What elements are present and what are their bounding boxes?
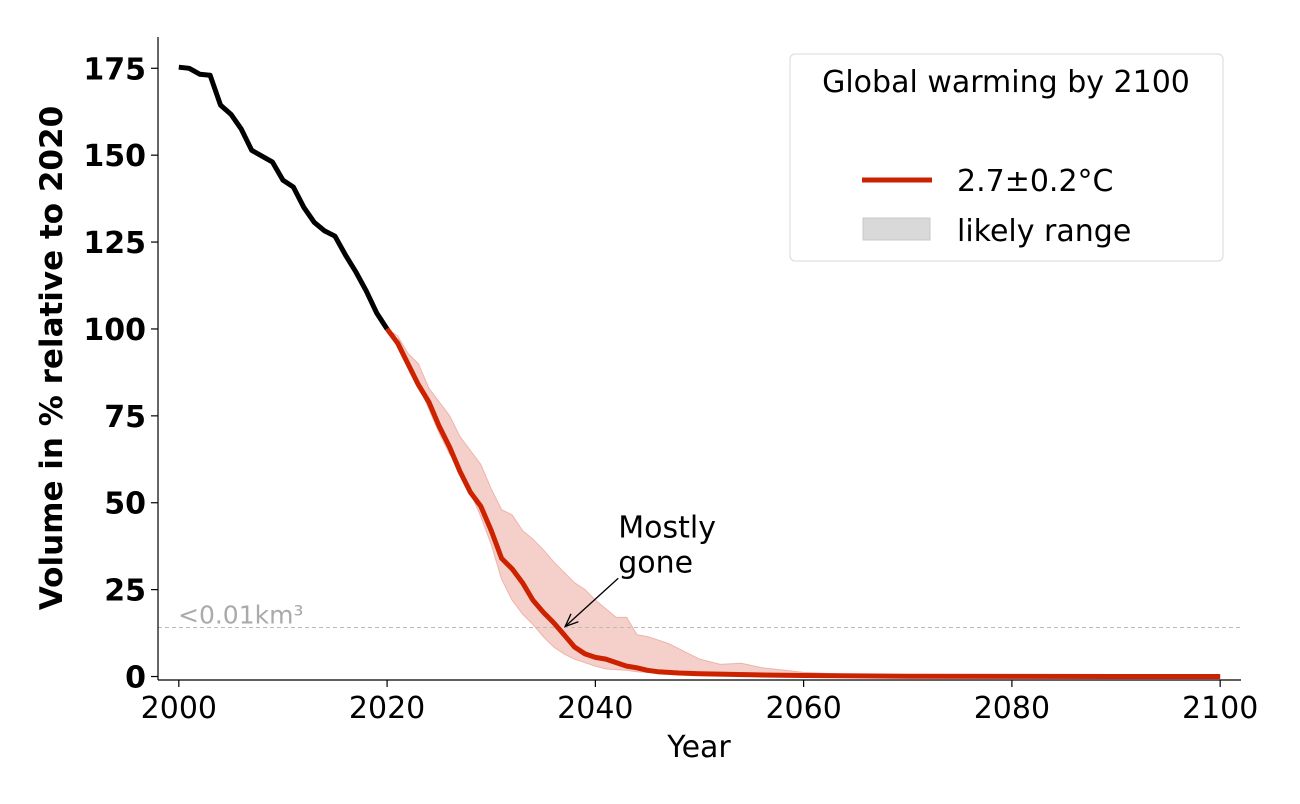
x-tick-label: 2020: [349, 691, 425, 726]
x-tick-label: 2060: [765, 691, 841, 726]
legend-box: [789, 53, 1224, 262]
y-tick-label: 175: [83, 52, 146, 87]
annotation-text: Mostly: [618, 510, 716, 545]
threshold-label: <0.01km³: [178, 601, 303, 630]
likely-range-band: [386, 328, 1221, 677]
y-axis-label: Volume in % relative to 2020: [34, 106, 70, 610]
annotation-arrow: [564, 577, 619, 627]
x-tick-label: 2080: [974, 691, 1050, 726]
y-tick-label: 75: [104, 400, 146, 435]
projection-line: [385, 327, 1221, 679]
annotation-text: gone: [618, 545, 693, 580]
x-tick-label: 2040: [557, 691, 633, 726]
annotation-arrowhead: [563, 613, 579, 628]
y-tick-label: 0: [125, 661, 146, 696]
y-tick-label: 50: [104, 487, 146, 522]
legend: Global warming by 2100 2.7±0.2°C likely …: [789, 53, 1224, 262]
axes: 2000 2020 2040 2060 2080 2100 0 25 50 75 100 125 150…: [83, 37, 1258, 726]
legend-entry-band: likely range: [957, 214, 1131, 249]
legend-patch-swatch: [862, 217, 931, 241]
x-tick-label: 2100: [1182, 691, 1258, 726]
legend-entry-projection: 2.7±0.2°C: [957, 164, 1114, 199]
y-tick-label: 100: [83, 313, 146, 348]
y-tick-label: 25: [104, 574, 146, 609]
legend-title: Global warming by 2100: [822, 65, 1190, 100]
x-axis-label: Year: [666, 730, 731, 765]
x-tick-label: 2000: [141, 691, 217, 726]
y-tick-label: 150: [83, 139, 146, 174]
historical-line: [178, 64, 390, 331]
y-tick-label: 125: [83, 226, 146, 261]
